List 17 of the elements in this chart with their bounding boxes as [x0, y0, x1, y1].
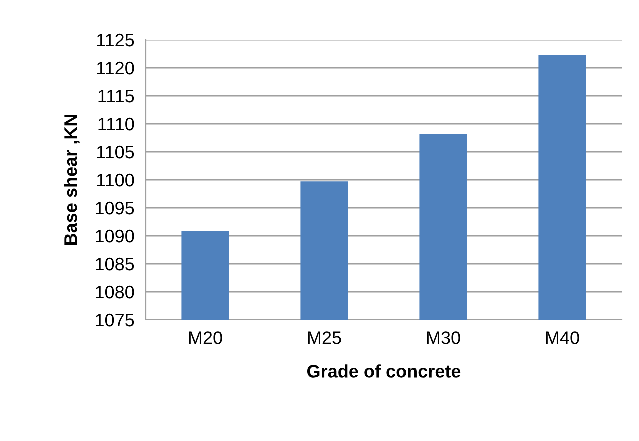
y-tick-label: 1100	[97, 174, 134, 187]
x-axis-title: Grade of concrete	[307, 364, 461, 378]
y-tick-label: 1075	[96, 314, 134, 327]
y-tick-label: 1125	[97, 34, 134, 47]
y-tick-label: 1085	[96, 258, 134, 271]
y-tick-label: 1105	[97, 146, 134, 159]
x-tick-label: M25	[308, 332, 342, 344]
x-tick-label: M40	[546, 332, 580, 344]
y-tick-label: 1115	[98, 90, 134, 103]
y-tick-label: 1090	[96, 230, 134, 243]
x-tick-label: M30	[427, 332, 460, 344]
y-axis-title: Base shear ,KN	[64, 114, 80, 246]
y-tick-label: 1120	[97, 62, 134, 75]
y-tick-label: 1110	[98, 118, 134, 131]
y-tick-label: 1095	[96, 202, 134, 215]
y-tick-label: 1080	[96, 286, 134, 299]
x-tick-label: M20	[189, 332, 222, 344]
